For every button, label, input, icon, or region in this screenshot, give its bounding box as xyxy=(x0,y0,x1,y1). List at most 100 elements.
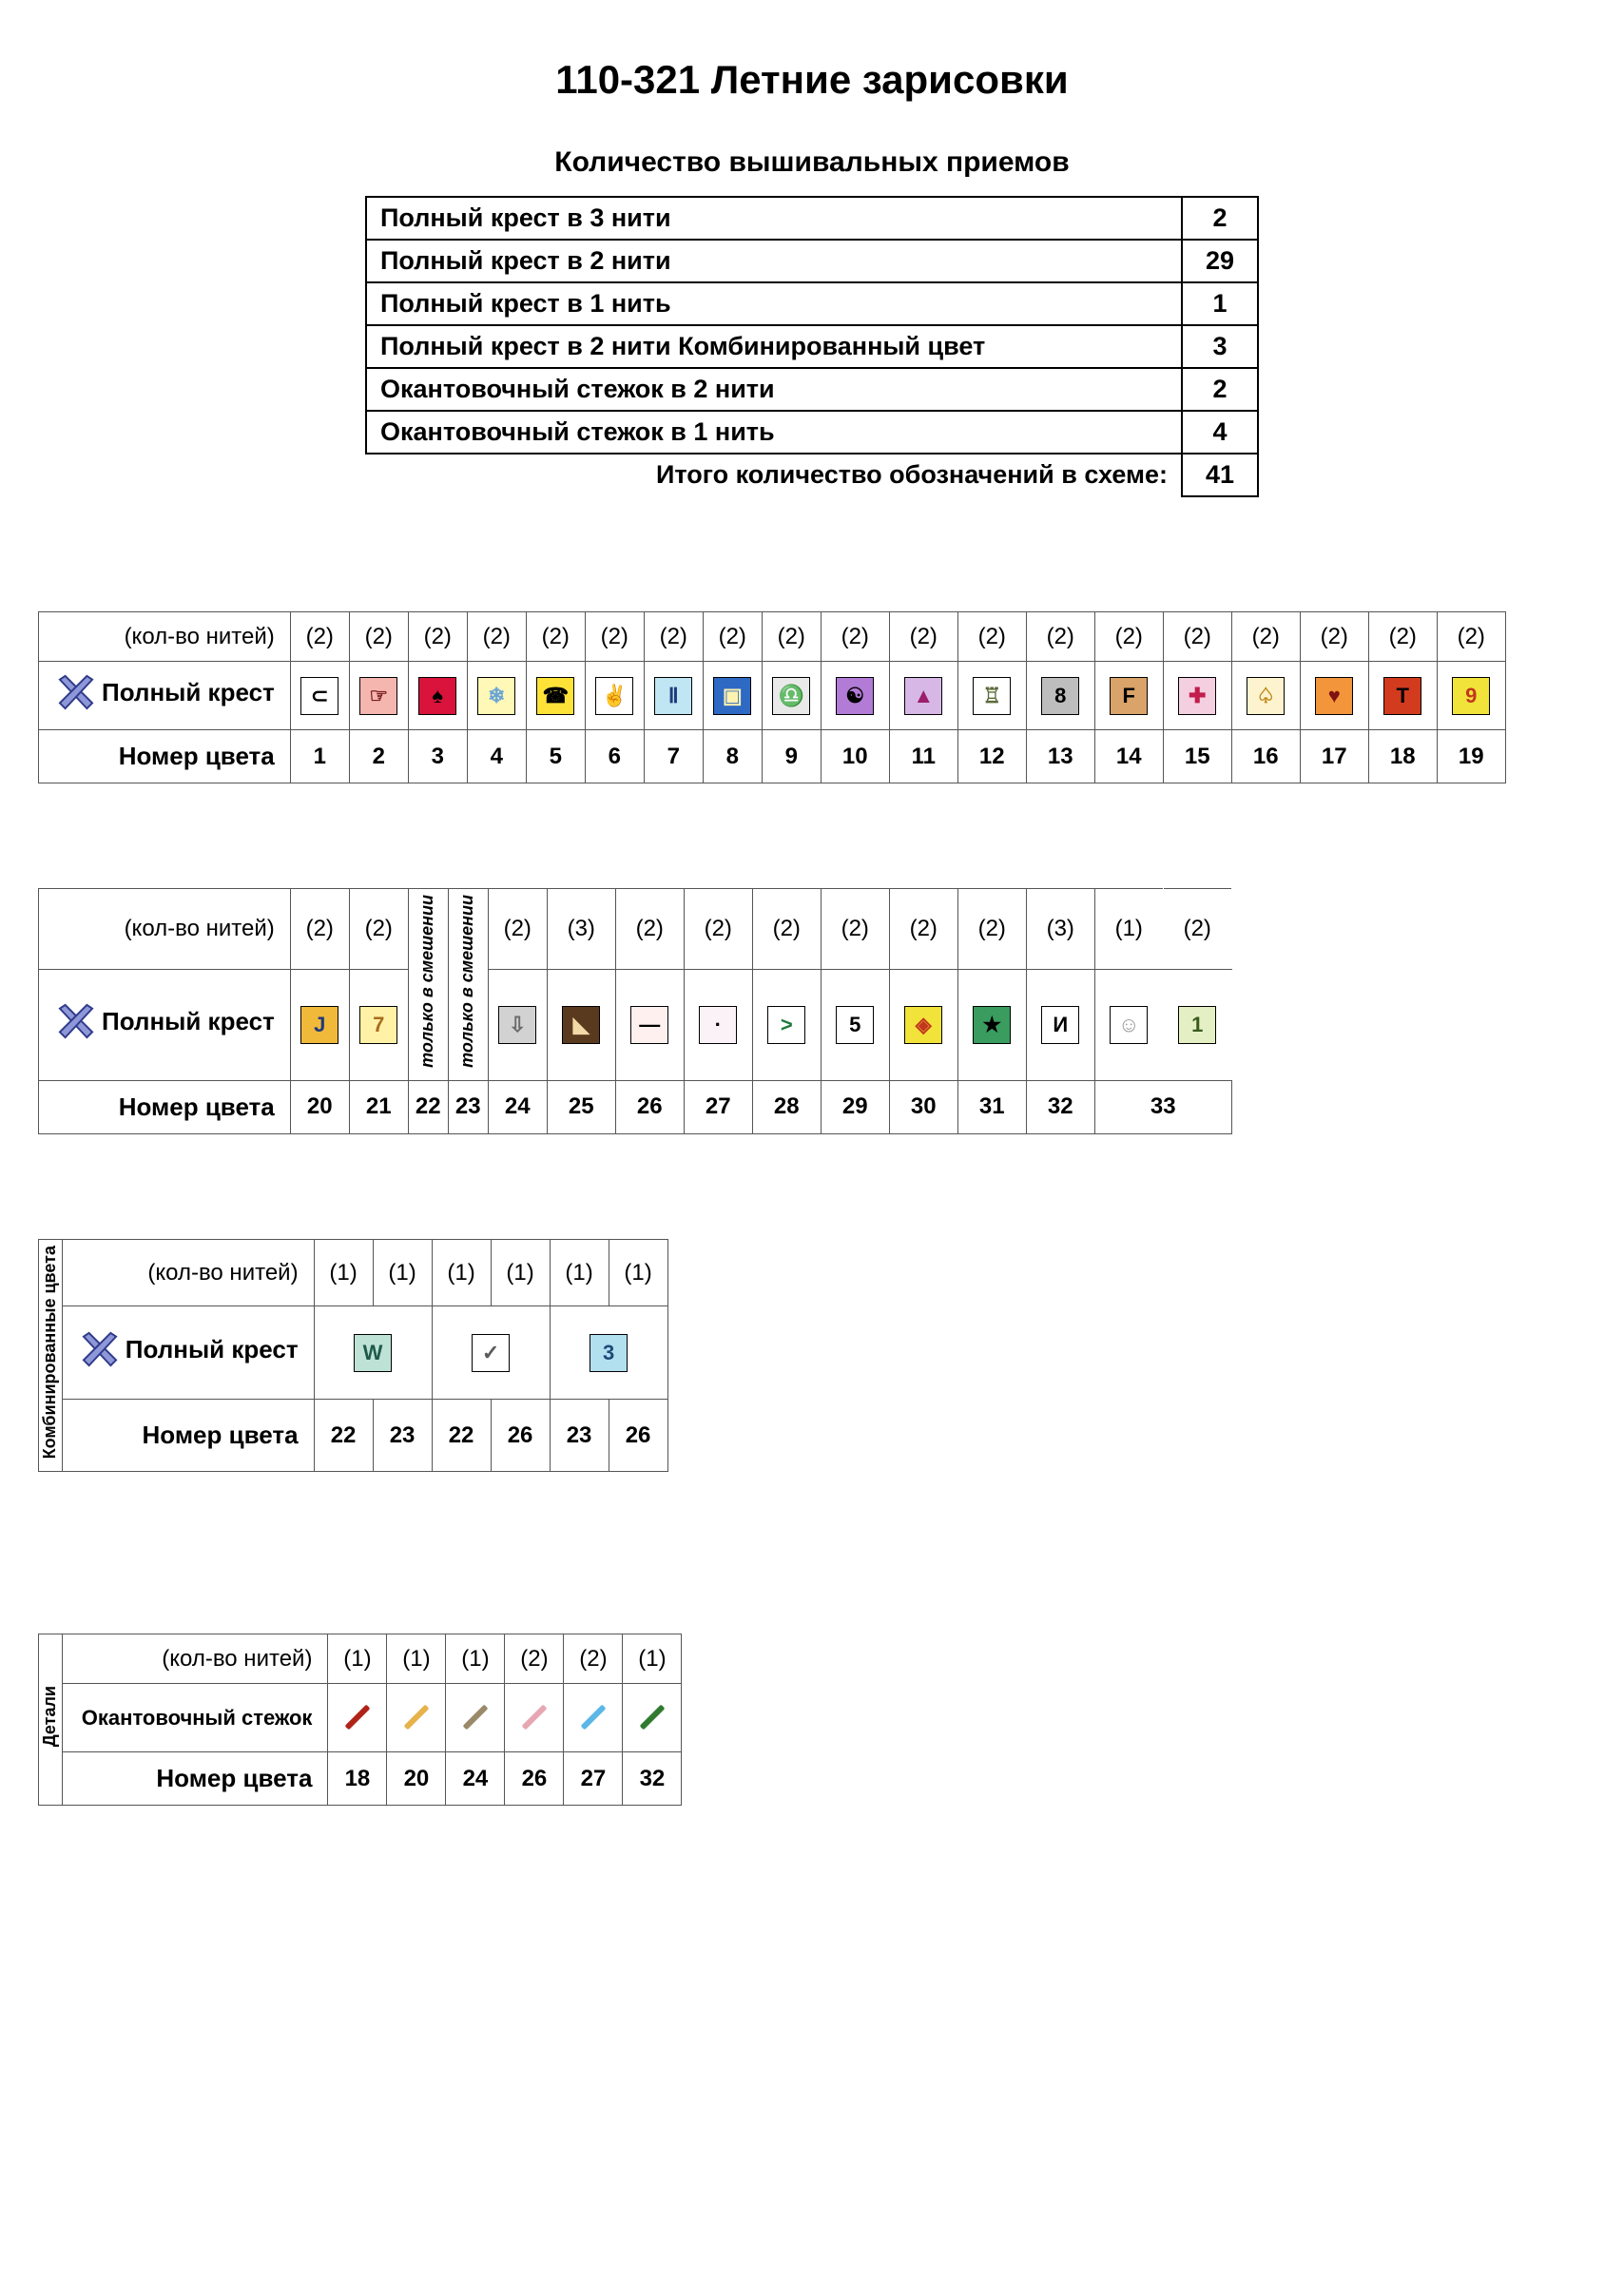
color-number: 6 xyxy=(585,730,644,783)
color-number: 28 xyxy=(752,1080,821,1133)
symbol-swatch: И xyxy=(1026,969,1094,1080)
symbol-swatch: ✌ xyxy=(585,662,644,730)
symbol-swatch: ❄ xyxy=(467,662,526,730)
color-number: 32 xyxy=(623,1752,682,1806)
color-number: 26 xyxy=(609,1400,667,1472)
thread-count: (2) xyxy=(290,889,349,970)
symbol-swatch: ✓ xyxy=(432,1306,550,1400)
thread-count: (2) xyxy=(684,889,752,970)
summary-row-value: 29 xyxy=(1182,240,1258,282)
thread-count: (2) xyxy=(889,889,957,970)
row-fullcross-label: Полный крест xyxy=(62,1306,314,1400)
thread-count: (2) xyxy=(1300,612,1368,662)
color-number: 29 xyxy=(821,1080,889,1133)
color-number: 22 xyxy=(314,1400,373,1472)
cross-stitch-icon xyxy=(58,674,94,710)
color-number: 15 xyxy=(1163,730,1231,783)
thread-count: (1) xyxy=(609,1239,667,1306)
thread-count: (2) xyxy=(957,612,1026,662)
color-number: 33 xyxy=(1094,1080,1231,1133)
thread-count: (2) xyxy=(505,1634,564,1684)
symbol-swatch: 8 xyxy=(1026,662,1094,730)
color-number: 4 xyxy=(467,730,526,783)
thread-count: (2) xyxy=(1368,612,1437,662)
thread-count: (1) xyxy=(623,1634,682,1684)
symbol-swatch: > xyxy=(752,969,821,1080)
backstitch-swatch xyxy=(623,1684,682,1752)
page-title: 110-321 Летние зарисовки xyxy=(38,57,1586,103)
row-threadcount-label: (кол-во нитей) xyxy=(62,1634,328,1684)
color-number: 1 xyxy=(290,730,349,783)
row-threadcount-label: (кол-во нитей) xyxy=(39,612,291,662)
color-number: 18 xyxy=(328,1752,387,1806)
summary-row-value: 2 xyxy=(1182,368,1258,411)
legend-table-details: Детали(кол-во нитей)(1)(1)(1)(2)(2)(1)Ок… xyxy=(38,1634,682,1806)
color-number: 22 xyxy=(408,1080,448,1133)
symbol-swatch: 9 xyxy=(1437,662,1505,730)
backstitch-swatch xyxy=(446,1684,505,1752)
symbol-swatch: 5 xyxy=(821,969,889,1080)
row-colornum-label: Номер цвета xyxy=(39,730,291,783)
cross-stitch-icon xyxy=(82,1331,118,1367)
color-number: 2 xyxy=(349,730,408,783)
thread-count: (3) xyxy=(1026,889,1094,970)
row-colornum-label: Номер цвета xyxy=(62,1400,314,1472)
symbol-swatch: ☺ xyxy=(1094,969,1163,1080)
backstitch-swatch xyxy=(328,1684,387,1752)
thread-count: (1) xyxy=(550,1239,609,1306)
summary-row-value: 1 xyxy=(1182,282,1258,325)
backstitch-swatch xyxy=(564,1684,623,1752)
thread-count: (2) xyxy=(821,612,889,662)
color-number: 17 xyxy=(1300,730,1368,783)
thread-count: (2) xyxy=(467,612,526,662)
color-number: 23 xyxy=(550,1400,609,1472)
summary-row-value: 4 xyxy=(1182,411,1258,454)
thread-count: (2) xyxy=(1437,612,1505,662)
summary-row-value: 3 xyxy=(1182,325,1258,368)
summary-total-label: Итого количество обозначений в схеме: xyxy=(366,454,1182,496)
symbol-swatch: ⇩ xyxy=(488,969,547,1080)
thread-count: (2) xyxy=(644,612,703,662)
thread-count: (3) xyxy=(547,889,615,970)
color-number: 12 xyxy=(957,730,1026,783)
color-number: 20 xyxy=(290,1080,349,1133)
page-subtitle: Количество вышивальных приемов xyxy=(38,146,1586,179)
symbol-swatch: · xyxy=(684,969,752,1080)
symbol-swatch: T xyxy=(1368,662,1437,730)
color-number: 20 xyxy=(387,1752,446,1806)
mix-only-label: только в смешении xyxy=(408,889,448,1081)
color-number: 32 xyxy=(1026,1080,1094,1133)
thread-count: (2) xyxy=(526,612,585,662)
row-colornum-label: Номер цвета xyxy=(39,1080,291,1133)
summary-table: Полный крест в 3 нити2Полный крест в 2 н… xyxy=(365,196,1259,497)
color-number: 26 xyxy=(491,1400,550,1472)
thread-count: (1) xyxy=(432,1239,491,1306)
symbol-swatch: ◈ xyxy=(889,969,957,1080)
symbol-swatch: ▲ xyxy=(889,662,957,730)
backstitch-swatch xyxy=(505,1684,564,1752)
color-number: 10 xyxy=(821,730,889,783)
backstitch-swatch xyxy=(387,1684,446,1752)
thread-count: (2) xyxy=(889,612,957,662)
symbol-swatch: ☞ xyxy=(349,662,408,730)
thread-count: (2) xyxy=(349,889,408,970)
summary-row-label: Окантовочный стежок в 2 нити xyxy=(366,368,1182,411)
thread-count: (1) xyxy=(314,1239,373,1306)
thread-count: (2) xyxy=(1026,612,1094,662)
symbol-swatch: J xyxy=(290,969,349,1080)
thread-count: (2) xyxy=(1163,889,1231,970)
color-number: 24 xyxy=(488,1080,547,1133)
symbol-swatch: ☎ xyxy=(526,662,585,730)
color-number: 22 xyxy=(432,1400,491,1472)
thread-count: (2) xyxy=(488,889,547,970)
symbol-swatch: 3 xyxy=(550,1306,667,1400)
summary-total-value: 41 xyxy=(1182,454,1258,496)
mix-only-label: только в смешении xyxy=(448,889,488,1081)
symbol-swatch: ★ xyxy=(957,969,1026,1080)
thread-count: (2) xyxy=(703,612,762,662)
color-number: 7 xyxy=(644,730,703,783)
thread-count: (1) xyxy=(446,1634,505,1684)
thread-count: (2) xyxy=(1163,612,1231,662)
symbol-swatch: ♤ xyxy=(1231,662,1300,730)
thread-count: (2) xyxy=(615,889,684,970)
